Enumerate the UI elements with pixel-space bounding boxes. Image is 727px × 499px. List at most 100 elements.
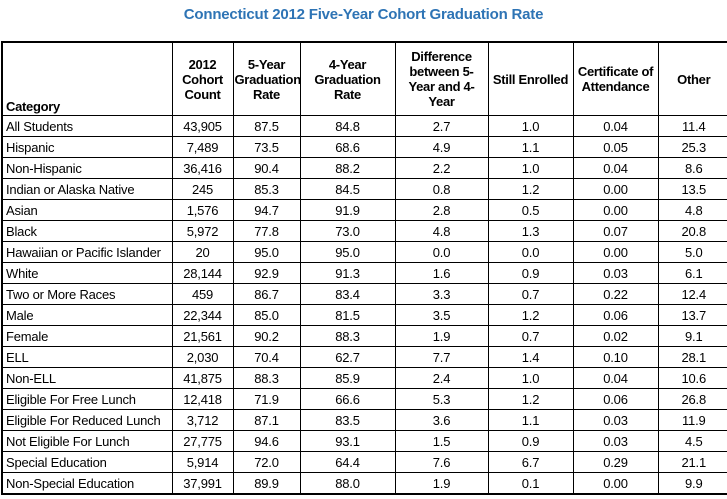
category-cell: White [1,262,173,284]
value-cell: 20.8 [657,220,727,242]
value-cell: 26.8 [657,388,727,410]
value-cell: 0.04 [572,115,659,137]
value-cell: 0.1 [487,472,574,495]
table-row-indian-or-alaska-native: Indian or Alaska Native 245 85.3 84.5 0.8 1.2… [1,178,727,200]
graduation-rate-table: Category 2012 Cohort Count 5-Year Graduati… [1,41,727,495]
value-cell: 83.5 [299,409,396,431]
column-header-still-enrolled: Still Enrolled [487,41,574,116]
value-cell: 28.1 [657,346,727,368]
value-cell: 0.05 [572,136,659,158]
value-cell: 0.03 [572,409,659,431]
value-cell: 93.1 [299,430,396,452]
category-cell: Hispanic [1,136,173,158]
value-cell: 8.6 [657,157,727,179]
value-cell: 1.2 [487,388,574,410]
category-cell: Non-ELL [1,367,173,389]
value-cell: 6.7 [487,451,574,473]
value-cell: 2.2 [394,157,489,179]
value-cell: 85.0 [232,304,301,326]
value-cell: 4.8 [394,220,489,242]
header-row: Category 2012 Cohort Count 5-Year Graduati… [1,41,727,116]
value-cell: 83.4 [299,283,396,305]
column-header-difference-between-5-year-and-4-year: Difference between 5-Year and 4-Year [394,41,489,116]
value-cell: 12,418 [171,388,234,410]
table-row-hawaiian-or-pacific-islander: Hawaiian or Pacific Islander 20 95.0 95.0 0.… [1,241,727,263]
value-cell: 66.6 [299,388,396,410]
value-cell: 5.0 [657,241,727,263]
column-header-other: Other [657,41,727,116]
value-cell: 1.4 [487,346,574,368]
category-cell: All Students [1,115,173,137]
value-cell: 5,914 [171,451,234,473]
category-cell: Black [1,220,173,242]
value-cell: 91.3 [299,262,396,284]
category-cell: Indian or Alaska Native [1,178,173,200]
value-cell: 9.1 [657,325,727,347]
value-cell: 3.6 [394,409,489,431]
value-cell: 77.8 [232,220,301,242]
value-cell: 94.7 [232,199,301,221]
category-cell: Female [1,325,173,347]
value-cell: 94.6 [232,430,301,452]
value-cell: 7.7 [394,346,489,368]
value-cell: 20 [171,241,234,263]
value-cell: 0.00 [572,178,659,200]
value-cell: 37,991 [171,472,234,495]
value-cell: 245 [171,178,234,200]
value-cell: 13.7 [657,304,727,326]
column-header-4-year-graduation-rate: 4-Year Graduation Rate [299,41,396,116]
value-cell: 0.03 [572,262,659,284]
value-cell: 22,344 [171,304,234,326]
value-cell: 84.5 [299,178,396,200]
value-cell: 7,489 [171,136,234,158]
value-cell: 1.9 [394,325,489,347]
value-cell: 0.06 [572,388,659,410]
value-cell: 64.4 [299,451,396,473]
value-cell: 0.04 [572,367,659,389]
value-cell: 0.00 [572,199,659,221]
value-cell: 4.8 [657,199,727,221]
value-cell: 3,712 [171,409,234,431]
value-cell: 1.0 [487,115,574,137]
value-cell: 95.0 [299,241,396,263]
table-row-non-special-education: Non-Special Education 37,991 89.9 88.0 1.9 0.… [1,472,727,495]
category-cell: Hawaiian or Pacific Islander [1,241,173,263]
value-cell: 1.3 [487,220,574,242]
value-cell: 90.4 [232,157,301,179]
value-cell: 1.2 [487,304,574,326]
value-cell: 81.5 [299,304,396,326]
table-row-male: Male 22,344 85.0 81.5 3.5 1.2 0.06 13.7 [1,304,727,326]
value-cell: 84.8 [299,115,396,137]
value-cell: 88.3 [232,367,301,389]
value-cell: 72.0 [232,451,301,473]
value-cell: 0.9 [487,262,574,284]
value-cell: 86.7 [232,283,301,305]
value-cell: 95.0 [232,241,301,263]
value-cell: 0.07 [572,220,659,242]
value-cell: 13.5 [657,178,727,200]
table-row-eligible-for-reduced-lunch: Eligible For Reduced Lunch 3,712 87.1 83.5 3… [1,409,727,431]
value-cell: 85.3 [232,178,301,200]
value-cell: 2.8 [394,199,489,221]
table-row-ell: ELL 2,030 70.4 62.7 7.7 1.4 0.10 28.1 [1,346,727,368]
value-cell: 89.9 [232,472,301,495]
value-cell: 1.0 [487,157,574,179]
value-cell: 7.6 [394,451,489,473]
value-cell: 5,972 [171,220,234,242]
category-cell: Special Education [1,451,173,473]
value-cell: 10.6 [657,367,727,389]
table-row-not-eligible-for-lunch: Not Eligible For Lunch 27,775 94.6 93.1 1.5 0… [1,430,727,452]
value-cell: 1.1 [487,409,574,431]
table-row-all-students: All Students 43,905 87.5 84.8 2.7 1.0 0.04 11.4 [1,115,727,137]
value-cell: 41,875 [171,367,234,389]
value-cell: 90.2 [232,325,301,347]
category-cell: Non-Special Education [1,472,173,495]
value-cell: 5.3 [394,388,489,410]
table-row-hispanic: Hispanic 7,489 73.5 68.6 4.9 1.1 0.05 25.3 [1,136,727,158]
table-row-non-ell: Non-ELL 41,875 88.3 85.9 2.4 1.0 0.04 10.6 [1,367,727,389]
column-header-2012-cohort-count: 2012 Cohort Count [171,41,234,116]
table-row-non-hispanic: Non-Hispanic 36,416 90.4 88.2 2.2 1.0 0.04 8.6 [1,157,727,179]
value-cell: 28,144 [171,262,234,284]
value-cell: 0.0 [487,241,574,263]
value-cell: 3.5 [394,304,489,326]
